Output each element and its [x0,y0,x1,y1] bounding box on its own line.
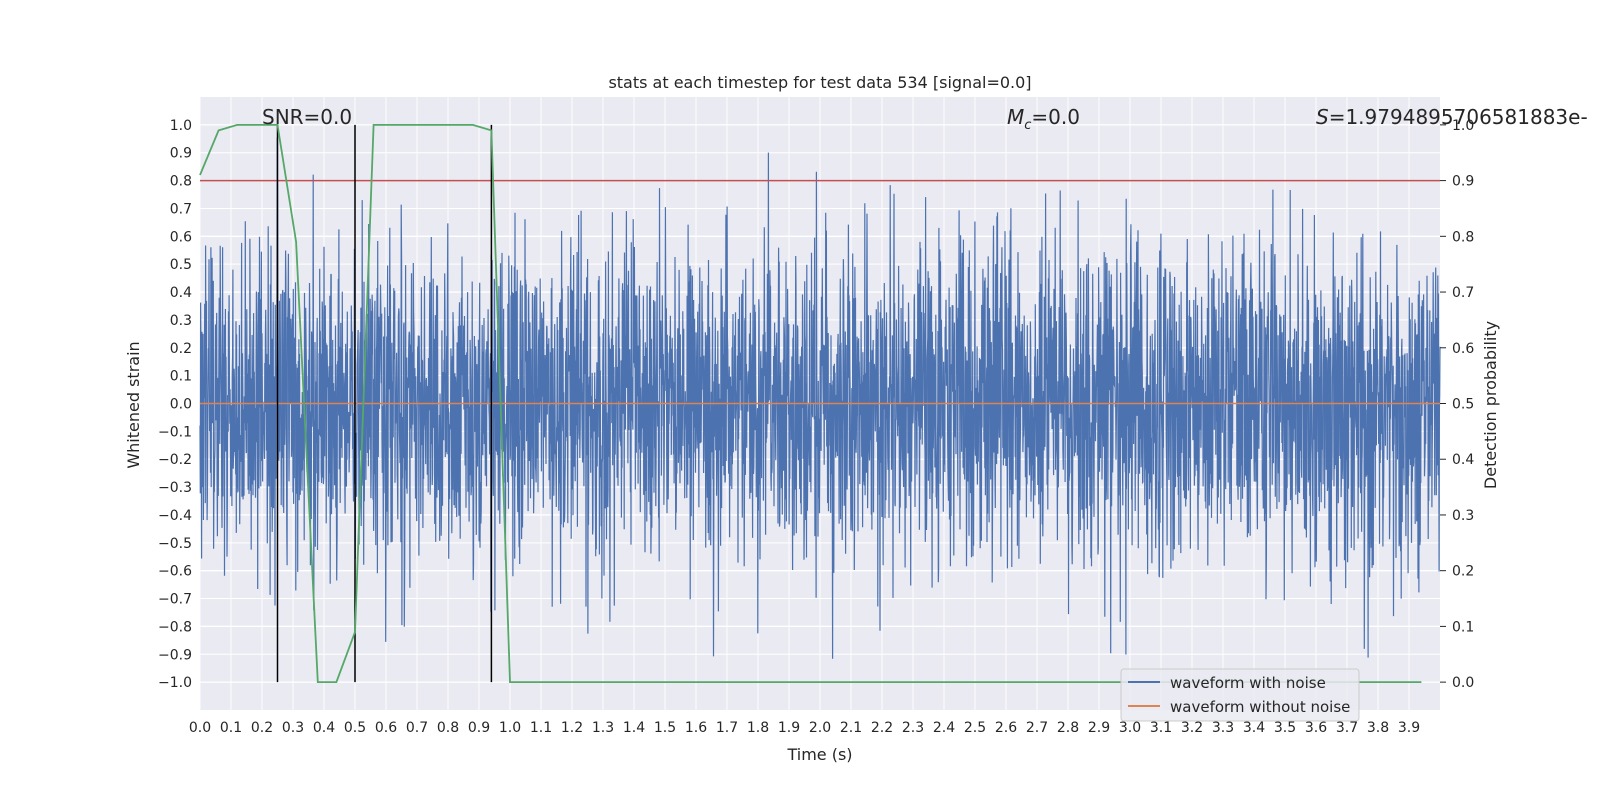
series-detection-probability [199,124,1422,683]
x-tick-label: 1.2 [561,720,583,736]
x-tick-label: 0.7 [406,720,428,736]
y-tick-label: −0.7 [158,592,192,608]
x-tick-label: 1.9 [778,720,800,736]
legend-label-clean: waveform without noise [1170,698,1350,716]
x-tick-label: 3.7 [1336,720,1358,736]
x-tick-label: 0.6 [375,720,397,736]
y-tick-label: 0.0 [170,397,192,413]
annotation-mc-value: =0.0 [1031,105,1080,129]
y-axis-label: Whitened strain [124,341,143,468]
y2-tick-label: 0.7 [1452,285,1474,301]
y2-tick-label: 0.1 [1452,619,1474,635]
y-tick-label: 0.7 [170,201,192,217]
x-tick-label: 1.1 [530,720,552,736]
y-tick-label: 0.8 [170,174,192,190]
y-tick-label: 0.1 [170,369,192,385]
y2-tick-label: 1.0 [1452,118,1474,134]
annotation-mc: Mc=0.0 [1007,105,1080,133]
y-tick-label: −0.3 [158,480,192,496]
y-tick-label: −0.1 [158,424,192,440]
y2-tick-label: 0.6 [1452,341,1474,357]
x-tick-label: 0.1 [220,720,242,736]
x-tick-label: 1.7 [716,720,738,736]
y2-tick-label: 0.5 [1452,397,1474,413]
annotation-s: S=1.979489570658​1883e- [1316,105,1588,129]
x-tick-label: 0.0 [189,720,211,736]
x-tick-label: 3.5 [1274,720,1296,736]
x-tick-label: 2.7 [1026,720,1048,736]
x-tick-label: 3.2 [1181,720,1203,736]
x-tick-label: 0.3 [282,720,304,736]
x-tick-label: 1.0 [499,720,521,736]
annotation-mc-sub: c [1024,118,1031,133]
x-tick-label: 2.4 [933,720,955,736]
x-tick-label: 3.1 [1150,720,1172,736]
y2-tick-label: 0.3 [1452,508,1474,524]
x-tick-label: 3.6 [1305,720,1327,736]
y-tick-label: 0.3 [170,313,192,329]
legend-box [1120,668,1360,722]
legend-label-noise: waveform with noise [1170,674,1326,692]
x-tick-label: 3.8 [1367,720,1389,736]
x-tick-label: 3.4 [1243,720,1265,736]
y2-axis-label: Detection probability [1481,321,1500,489]
y-tick-label: 1.0 [170,118,192,134]
vertical-markers [276,124,493,683]
x-tick-label: 0.8 [437,720,459,736]
annotation-s-symbol: S [1316,105,1329,129]
probability-line [199,124,1422,683]
y-tick-label: −0.4 [158,508,192,524]
annotation-snr: SNR=0.0 [262,105,352,129]
x-tick-label: 0.9 [468,720,490,736]
x-tick-label: 1.6 [685,720,707,736]
y2-tick-label: 0.0 [1452,675,1474,691]
annotation-s-value: =1.979489570658​1883e- [1329,105,1588,129]
x-tick-label: 0.2 [251,720,273,736]
x-tick-label: 2.1 [840,720,862,736]
y-tick-label: −0.8 [158,619,192,635]
y-tick-label: −0.5 [158,536,192,552]
y-tick-label: 0.2 [170,341,192,357]
y-tick-label: 0.5 [170,257,192,273]
y-tick-label: 0.9 [170,146,192,162]
x-tick-label: 3.3 [1212,720,1234,736]
x-tick-label: 2.9 [1088,720,1110,736]
chart-title: stats at each timestep for test data 534… [608,73,1031,92]
x-tick-label: 2.3 [902,720,924,736]
x-tick-label: 2.6 [995,720,1017,736]
y2-tick-label: 0.9 [1452,174,1474,190]
x-tick-label: 2.5 [964,720,986,736]
x-tick-label: 3.9 [1398,720,1420,736]
x-tick-label: 2.2 [871,720,893,736]
y2-tick-label: 0.8 [1452,229,1474,245]
x-tick-label: 2.8 [1057,720,1079,736]
axis-ticks: 0.0 0.1 0.2 0.3 0.4 0.5 0.6 0.7 0.8 0.9 1.0 1.1 1.2 1… [158,118,1474,736]
y-tick-label: −0.2 [158,452,192,468]
annotation-mc-symbol: M [1007,105,1024,129]
x-tick-label: 0.5 [344,720,366,736]
legend: waveform with noise waveform without noi… [1120,668,1360,722]
y-tick-label: −0.9 [158,647,192,663]
x-tick-label: 1.5 [654,720,676,736]
x-tick-label: 1.3 [592,720,614,736]
x-tick-label: 1.8 [747,720,769,736]
y2-tick-label: 0.2 [1452,564,1474,580]
x-tick-label: 3.0 [1119,720,1141,736]
y2-tick-label: 0.4 [1452,452,1474,468]
y-tick-label: −0.6 [158,564,192,580]
x-tick-label: 1.4 [623,720,645,736]
y-tick-label: 0.6 [170,229,192,245]
y-tick-label: 0.4 [170,285,192,301]
x-tick-label: 2.0 [809,720,831,736]
y-tick-label: −1.0 [158,675,192,691]
x-axis-label: Time (s) [786,745,852,764]
x-tick-label: 0.4 [313,720,335,736]
